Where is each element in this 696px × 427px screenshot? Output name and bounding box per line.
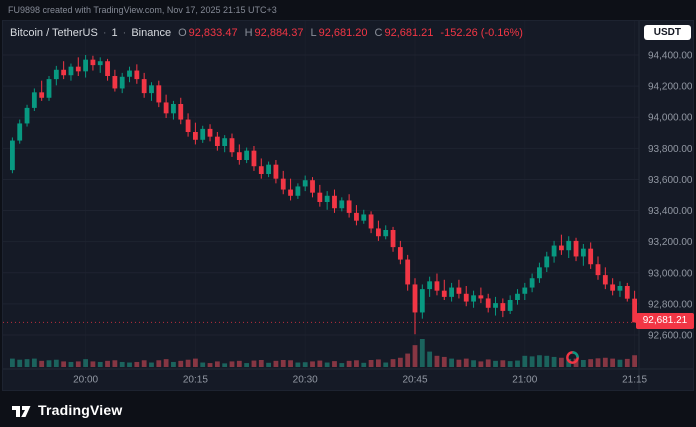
legend-separator: · bbox=[102, 27, 107, 39]
open-value: 92,833.47 bbox=[188, 27, 238, 39]
tradingview-logo[interactable]: TradingView bbox=[12, 402, 122, 418]
interval-label[interactable]: 1 bbox=[111, 27, 118, 39]
close-value: 92,681.21 bbox=[384, 27, 434, 39]
currency-toggle-button[interactable]: USDT bbox=[643, 25, 691, 40]
svg-text:20:15: 20:15 bbox=[183, 375, 208, 386]
open-label: O bbox=[178, 27, 187, 39]
svg-text:94,000.00: 94,000.00 bbox=[648, 113, 693, 124]
svg-text:93,800.00: 93,800.00 bbox=[648, 144, 693, 155]
high-label: H bbox=[244, 27, 253, 39]
symbol-name[interactable]: Bitcoin / TetherUS bbox=[10, 27, 98, 39]
svg-text:20:00: 20:00 bbox=[73, 375, 98, 386]
svg-text:20:45: 20:45 bbox=[402, 375, 427, 386]
exchange-label: Binance bbox=[131, 27, 172, 39]
svg-text:93,400.00: 93,400.00 bbox=[648, 206, 693, 217]
last-price-badge[interactable]: 92,681.21 bbox=[636, 313, 694, 330]
tradingview-logo-icon bbox=[12, 405, 31, 417]
svg-text:93,600.00: 93,600.00 bbox=[648, 175, 693, 186]
svg-text:94,200.00: 94,200.00 bbox=[648, 82, 693, 93]
svg-text:92,600.00: 92,600.00 bbox=[648, 331, 693, 342]
legend-separator: · bbox=[122, 27, 127, 39]
svg-text:93,200.00: 93,200.00 bbox=[648, 237, 693, 248]
high-value: 92,884.37 bbox=[254, 27, 304, 39]
change-value: -152.26 (-0.16%) bbox=[440, 27, 523, 39]
svg-text:93,000.00: 93,000.00 bbox=[648, 268, 693, 279]
svg-text:92,800.00: 92,800.00 bbox=[648, 299, 693, 310]
loading-spinner-icon bbox=[566, 351, 579, 364]
snapshot-watermark: FU9898 created with TradingView.com, Nov… bbox=[8, 5, 277, 15]
svg-text:94,400.00: 94,400.00 bbox=[648, 51, 693, 62]
svg-text:21:00: 21:00 bbox=[512, 375, 537, 386]
tradingview-logo-text: TradingView bbox=[38, 402, 123, 418]
close-label: C bbox=[374, 27, 383, 39]
chart-pane[interactable]: 94,400.00 94,200.00 94,000.00 93,800.00 93,6… bbox=[2, 20, 694, 391]
chart-legend[interactable]: Bitcoin / TetherUS · 1 · Binance O 92,83… bbox=[10, 27, 523, 39]
low-label: L bbox=[310, 27, 317, 39]
svg-text:21:15: 21:15 bbox=[622, 375, 647, 386]
candlestick-chart[interactable]: 94,400.00 94,200.00 94,000.00 93,800.00 93,6… bbox=[3, 21, 693, 390]
low-value: 92,681.20 bbox=[318, 27, 368, 39]
svg-text:20:30: 20:30 bbox=[293, 375, 318, 386]
